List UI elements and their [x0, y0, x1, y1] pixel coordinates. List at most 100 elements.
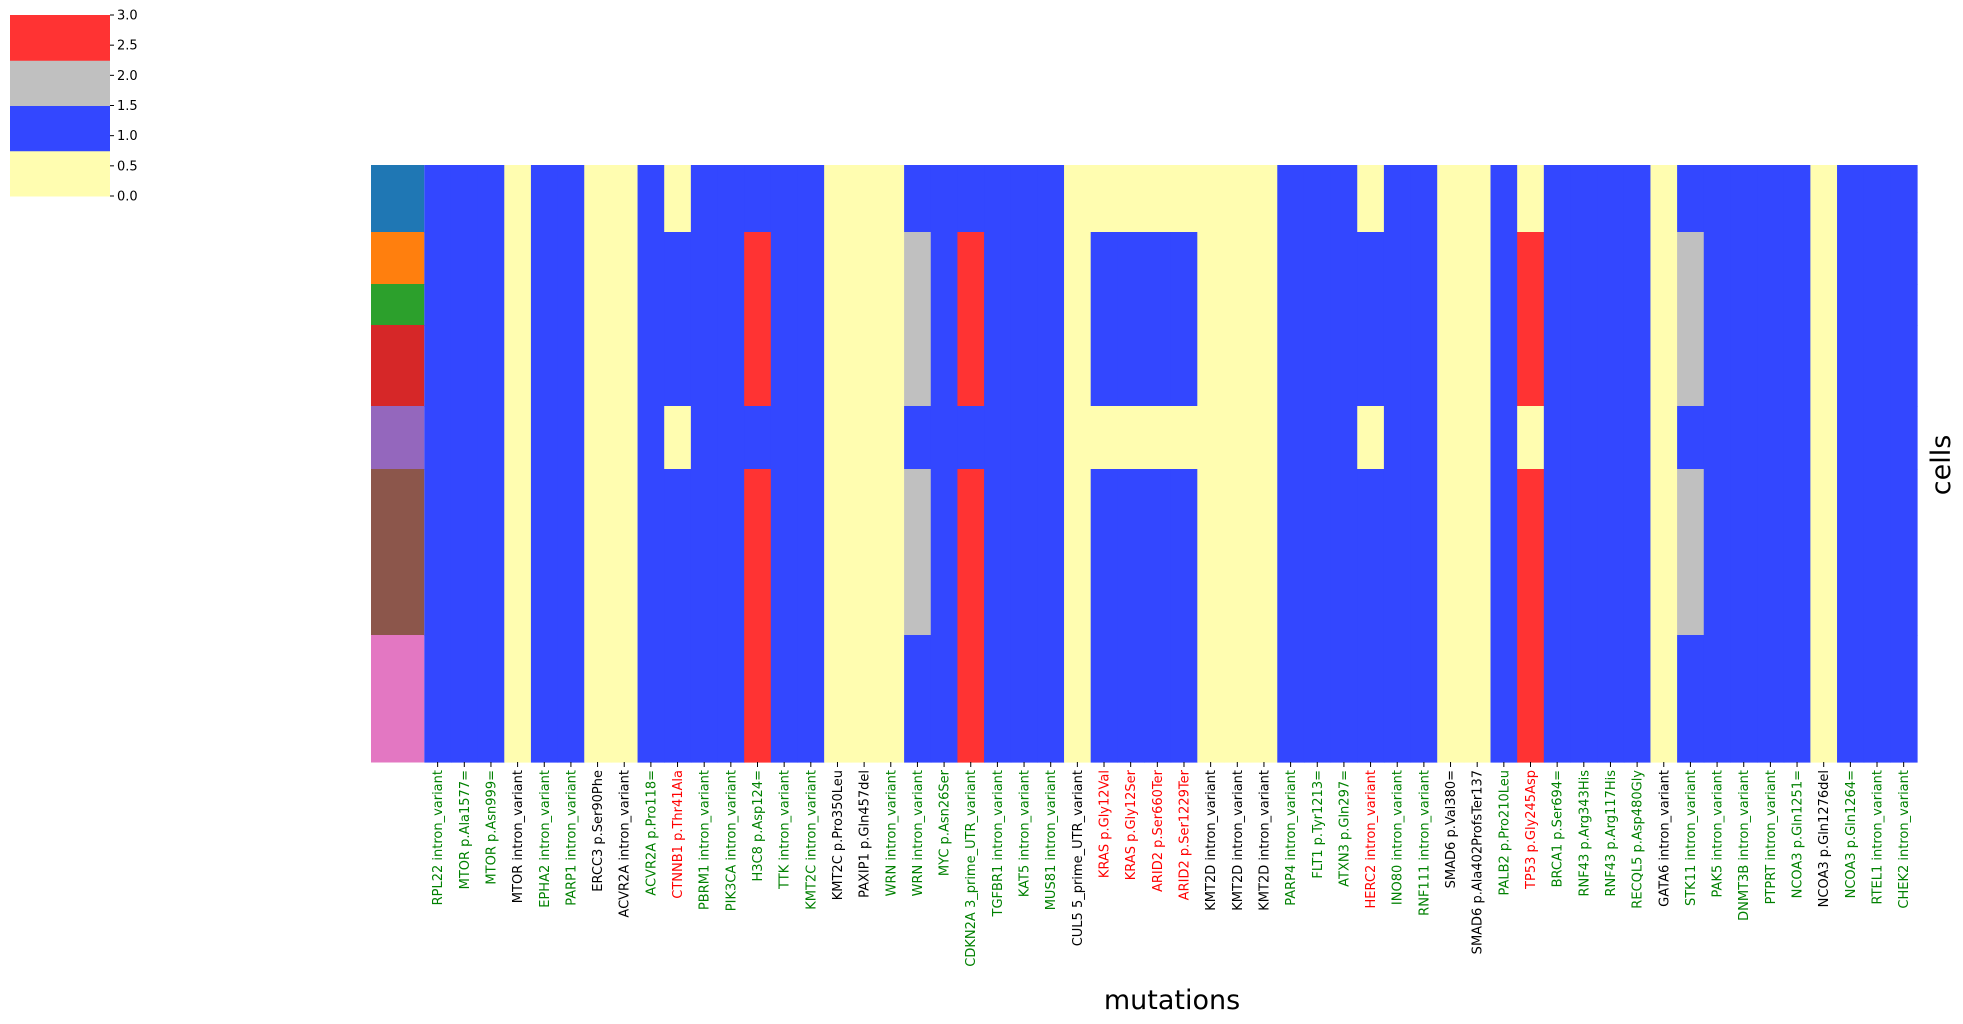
- heat-cell: [557, 635, 585, 763]
- heat-cell: [930, 325, 959, 407]
- heat-cell: [1677, 165, 1705, 233]
- heat-cell: [1437, 232, 1465, 285]
- heat-cell: [690, 635, 719, 763]
- heat-cell: [1837, 406, 1865, 470]
- heat-cell: [1037, 284, 1065, 326]
- heat-cell: [1730, 165, 1758, 233]
- heat-cell: [1597, 406, 1625, 470]
- x-tick-label: KRAS p.Gly12Ser: [1124, 769, 1139, 880]
- heat-cell: [1090, 406, 1118, 470]
- heat-cell: [877, 406, 905, 470]
- x-tick-label: KRAS p.Gly12Val: [1098, 770, 1113, 878]
- heat-cell: [1490, 469, 1518, 636]
- heat-cell: [930, 284, 959, 326]
- heat-cell: [957, 165, 985, 233]
- heat-cell: [717, 284, 745, 326]
- colorbar-tick-label: 0.0: [117, 190, 138, 205]
- heat-cell: [637, 165, 665, 233]
- heat-cell: [1437, 469, 1465, 636]
- heat-cell: [1597, 635, 1625, 763]
- heat-cell: [1570, 284, 1598, 326]
- heat-cell: [984, 284, 1012, 326]
- heat-cell: [530, 284, 559, 326]
- heat-cell: [504, 635, 532, 763]
- heat-cell: [557, 284, 585, 326]
- x-tick-label: RPL22 intron_variant: [431, 770, 446, 905]
- heat-cell: [477, 469, 505, 636]
- heat-cell: [850, 232, 879, 285]
- heat-cell: [1463, 232, 1492, 285]
- heat-cell: [1570, 469, 1598, 636]
- heat-cell: [1144, 232, 1172, 285]
- heat-cell: [1303, 406, 1332, 470]
- x-tick-label: ARID2 p.Ser660Ter: [1151, 769, 1166, 892]
- x-axis-label: mutations: [1104, 985, 1240, 1016]
- heat-cell: [637, 325, 665, 407]
- heat-cell: [1037, 635, 1065, 763]
- heat-cell: [1730, 406, 1758, 470]
- heat-cell: [930, 635, 959, 763]
- heat-cell: [450, 165, 479, 233]
- heat-cell: [1890, 325, 1918, 407]
- heat-cell: [824, 325, 852, 407]
- heat-cell: [1597, 232, 1625, 285]
- heat-cell: [1277, 406, 1305, 470]
- heat-cell: [850, 325, 879, 407]
- heat-cell: [1890, 284, 1918, 326]
- heat-cell: [1677, 284, 1705, 326]
- x-tick-label: TGFBR1 intron_variant: [991, 770, 1006, 917]
- heat-cell: [1890, 469, 1918, 636]
- heat-cell: [1490, 232, 1518, 285]
- heat-cell: [1730, 232, 1758, 285]
- heat-cell: [1517, 325, 1545, 407]
- heat-cell: [1517, 635, 1545, 763]
- x-tick-labels: RPL22 intron_variant MTOR p.Ala1577= MTOR …: [431, 762, 1912, 967]
- heat-cell: [1890, 406, 1918, 470]
- heat-cell: [610, 635, 639, 763]
- x-tick-label: TP53 p.Gly245Asp: [1524, 770, 1539, 890]
- heat-cell: [584, 232, 612, 285]
- heat-cell: [1677, 635, 1705, 763]
- heat-cell: [770, 406, 799, 470]
- heat-cell: [1303, 469, 1332, 636]
- heat-cell: [1010, 325, 1038, 407]
- heat-cell: [984, 232, 1012, 285]
- heat-cell: [610, 284, 639, 326]
- heat-cell: [1277, 635, 1305, 763]
- heat-cell: [717, 232, 745, 285]
- heat-cell: [1064, 469, 1092, 636]
- heat-cell: [850, 284, 879, 326]
- heat-cell: [1517, 232, 1545, 285]
- x-tick-label: H3C8 p.Asp124=: [751, 770, 766, 882]
- heat-cell: [610, 406, 639, 470]
- heat-cell: [1623, 469, 1652, 636]
- heat-cell: [1303, 325, 1332, 407]
- heat-cell: [1437, 406, 1465, 470]
- heat-cell: [477, 325, 505, 407]
- heat-cell: [984, 635, 1012, 763]
- heat-cell: [770, 165, 799, 233]
- heat-cell: [1144, 165, 1172, 233]
- heat-cell: [1117, 325, 1145, 407]
- heat-cell: [1117, 406, 1145, 470]
- heat-cell: [557, 406, 585, 470]
- heat-cell: [1037, 232, 1065, 285]
- x-tick-label: ATXN3 p.Gln297=: [1337, 770, 1352, 887]
- heat-cell: [904, 325, 932, 407]
- heat-cell: [1197, 232, 1225, 285]
- heat-cell: [1357, 165, 1385, 233]
- heat-cell: [1810, 232, 1838, 285]
- heat-cell: [1543, 165, 1572, 233]
- heat-cell: [1010, 635, 1038, 763]
- heat-cell: [744, 165, 772, 233]
- heat-cell: [1650, 325, 1678, 407]
- heat-cell: [1783, 284, 1811, 326]
- heat-cell: [1330, 406, 1358, 470]
- heat-cell: [1543, 325, 1572, 407]
- heat-cell: [1597, 284, 1625, 326]
- heat-cell: [1463, 469, 1492, 636]
- heat-cell: [1144, 469, 1172, 636]
- heat-cell: [1490, 325, 1518, 407]
- heat-cell: [1543, 635, 1572, 763]
- heat-cell: [1064, 406, 1092, 470]
